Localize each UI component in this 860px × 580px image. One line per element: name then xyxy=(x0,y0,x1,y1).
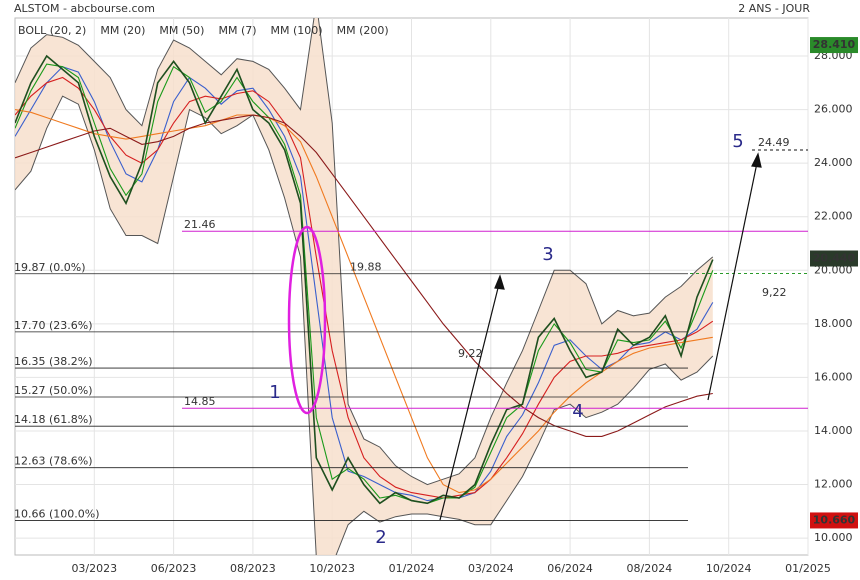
legend-entry: MM (20) xyxy=(100,24,145,37)
legend-entry: MM (7) xyxy=(218,24,256,37)
fib-label: 10.66 (100.0%) xyxy=(14,507,100,520)
level-label: 14.85 xyxy=(184,395,216,408)
highlight-ellipse xyxy=(287,225,327,415)
legend-entry: MM (50) xyxy=(159,24,204,37)
fib-label: 14.18 (61.8%) xyxy=(14,413,93,426)
price-box xyxy=(810,250,858,267)
legend-entry: MM (100) xyxy=(271,24,323,37)
x-tick-label: 01/2025 xyxy=(785,562,831,575)
y-tick-label: 26.000 xyxy=(814,103,853,116)
x-tick-label: 08/2024 xyxy=(627,562,673,575)
wave-label: 5 xyxy=(732,131,743,152)
chart-title: ALSTOM - abcbourse.com xyxy=(14,2,155,15)
price-box-label: 20.440 xyxy=(813,252,856,265)
y-tick-label: 12.000 xyxy=(814,478,853,491)
fib-label: 17.70 (23.6%) xyxy=(14,319,93,332)
y-tick-label: 18.000 xyxy=(814,317,853,330)
legend-entry: BOLL (20, 2) xyxy=(18,24,86,37)
fib-label: 12.63 (78.6%) xyxy=(14,455,93,468)
x-tick-label: 10/2024 xyxy=(706,562,752,575)
series-line xyxy=(15,109,713,494)
series-line xyxy=(15,54,714,505)
legend-entry: MM (200) xyxy=(337,24,389,37)
x-tick-label: 01/2024 xyxy=(389,562,435,575)
level-label: 21.46 xyxy=(184,218,216,231)
fib-label: 19.87 (0.0%) xyxy=(14,261,86,274)
resistance-label: 19.88 xyxy=(350,261,382,274)
x-tick-label: 03/2023 xyxy=(71,562,117,575)
move-label: 9,22 xyxy=(458,347,483,360)
series-line xyxy=(15,66,714,502)
x-tick-label: 08/2023 xyxy=(230,562,276,575)
bollinger-lower xyxy=(15,95,714,555)
price-box xyxy=(810,512,858,529)
x-tick-label: 03/2024 xyxy=(468,562,514,575)
wave-label: 1 xyxy=(269,382,280,403)
fib-label: 16.35 (38.2%) xyxy=(14,355,93,368)
chart-subtitle: 2 ANS - JOUR xyxy=(738,2,810,15)
move-label: 9,22 xyxy=(762,286,787,299)
y-tick-label: 10.000 xyxy=(814,531,853,544)
wave-label: 3 xyxy=(542,244,553,265)
series-line xyxy=(15,76,714,499)
y-tick-label: 20.000 xyxy=(814,263,853,276)
arrows xyxy=(439,152,762,521)
wave-label: 4 xyxy=(572,401,583,422)
series-line xyxy=(15,114,713,437)
x-tick-label: 06/2023 xyxy=(151,562,197,575)
x-tick-label: 06/2024 xyxy=(547,562,593,575)
price-box xyxy=(810,37,858,54)
fib-label: 15.27 (50.0%) xyxy=(14,384,93,397)
y-tick-label: 24.000 xyxy=(814,156,853,169)
bollinger-band xyxy=(15,18,713,555)
wave-label: 2 xyxy=(375,527,386,548)
y-tick-label: 16.000 xyxy=(814,370,853,383)
bollinger-upper xyxy=(15,18,714,486)
price-box-label: 28.410 xyxy=(813,38,856,51)
target-label: 24.49 xyxy=(758,136,790,149)
y-tick-label: 14.000 xyxy=(814,424,853,437)
x-tick-label: 10/2023 xyxy=(309,562,355,575)
y-tick-label: 22.000 xyxy=(814,210,853,223)
price-box-label: 10.660 xyxy=(813,513,856,526)
